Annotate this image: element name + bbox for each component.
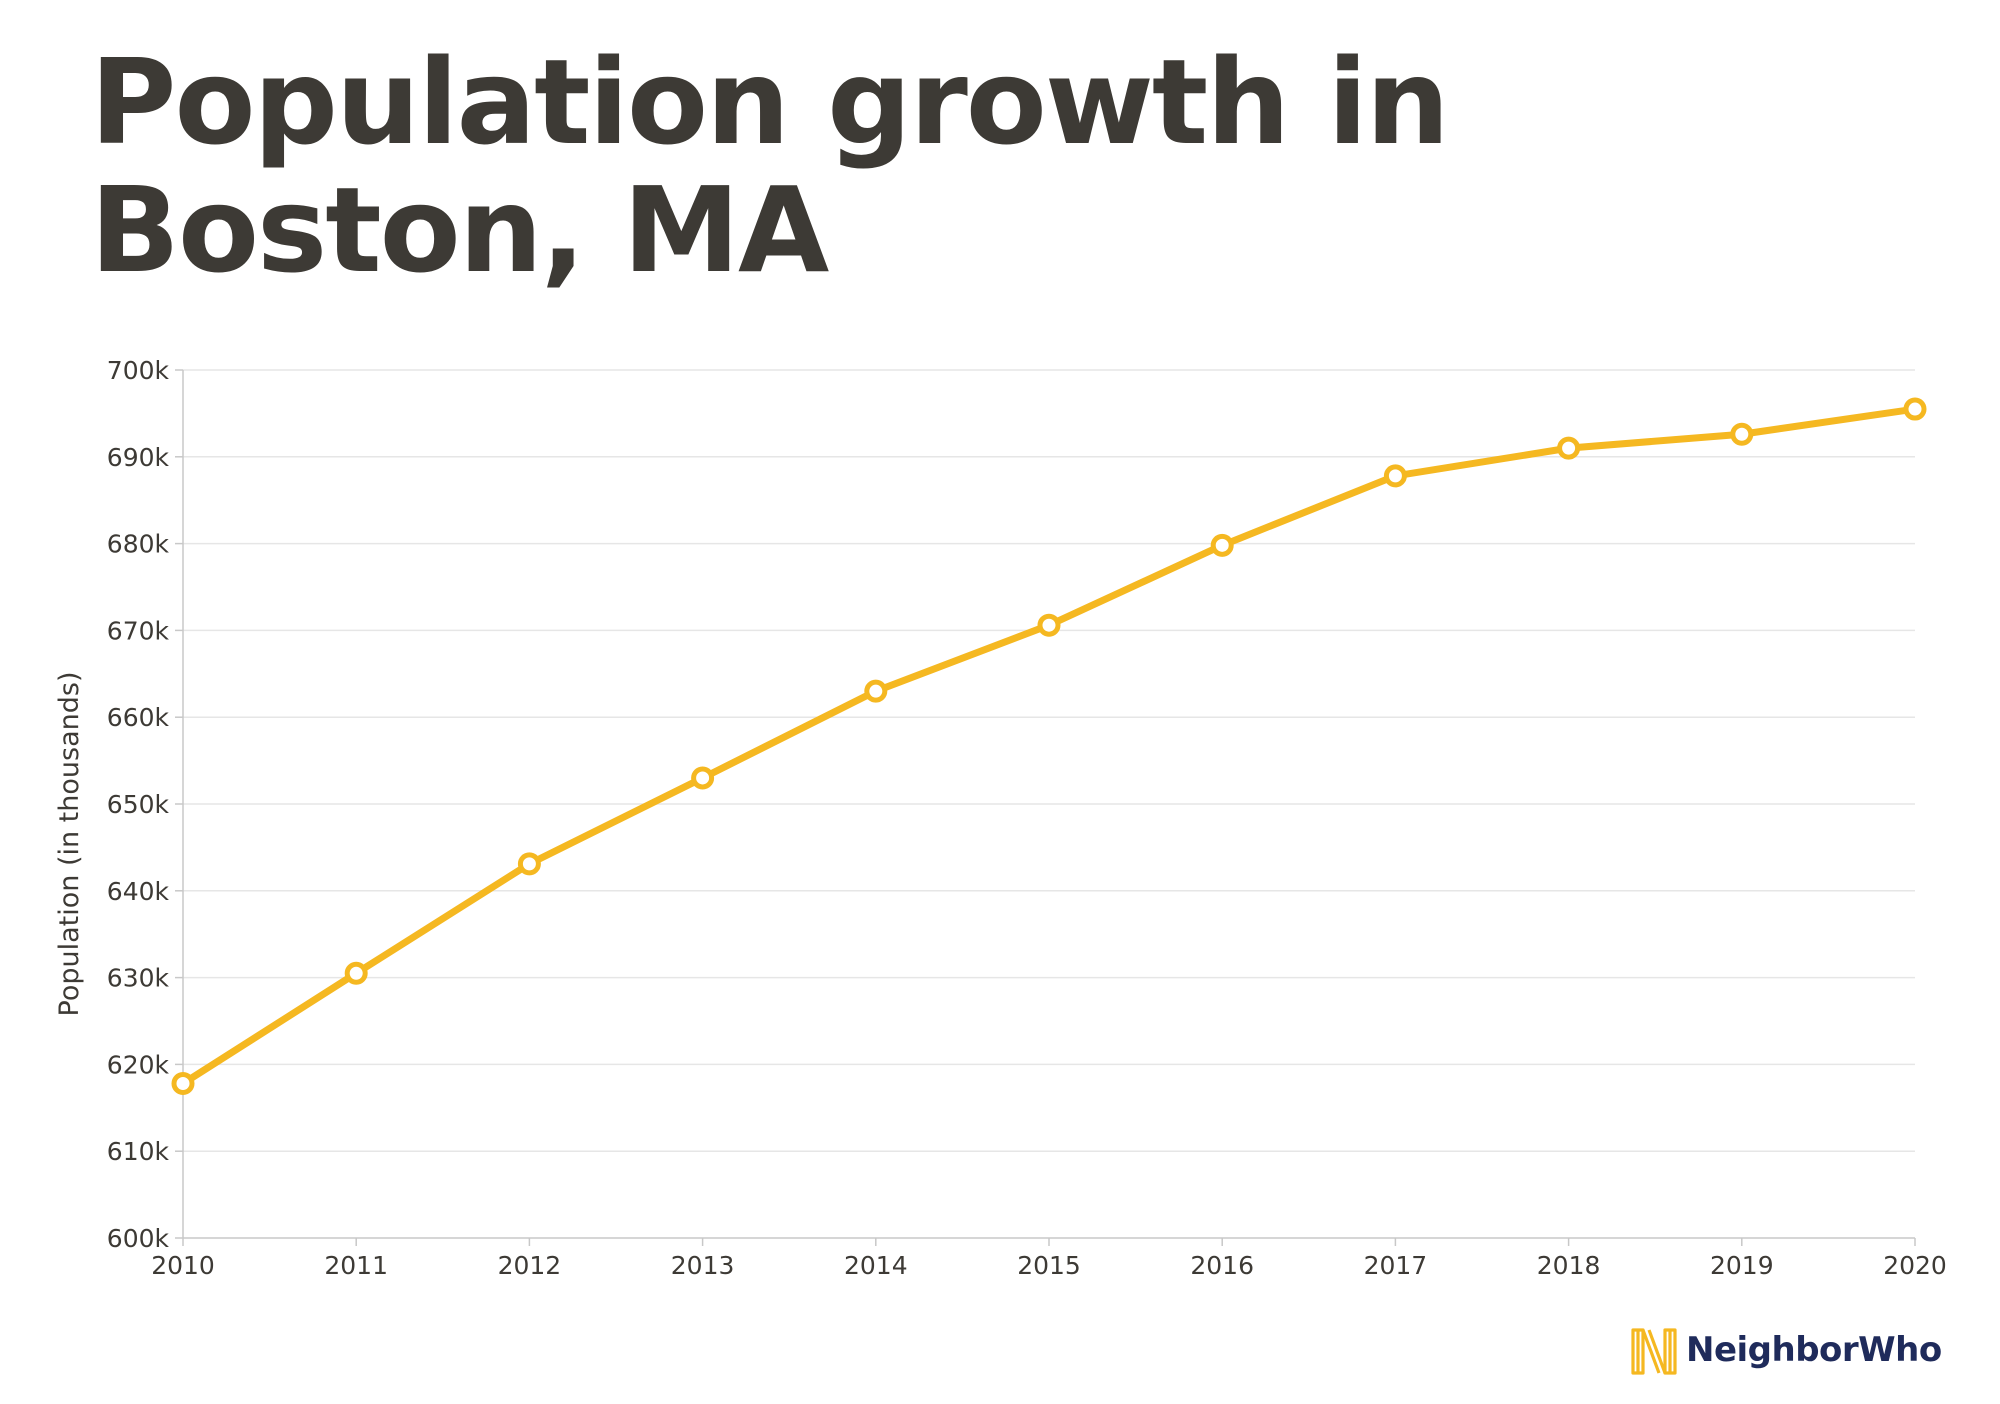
grid-lines [183,369,1915,1152]
chart-title-line-2: Boston, MA [90,161,829,299]
chart-title-line-1: Population growth in [90,33,1450,171]
brand-logo: NeighborWho [1630,1322,1942,1378]
y-tick-label-670: 670k [107,616,170,645]
x-tick-label-2020: 2020 [1883,1251,1947,1280]
x-tick-label-2018: 2018 [1537,1251,1601,1280]
y-tick-label-610: 610k [107,1137,170,1166]
y-tick-label-690: 690k [107,443,170,472]
neighborwho-logo-icon [1631,1328,1677,1375]
y-tick-label-700: 700k [107,356,170,385]
series-line [179,405,1919,1087]
x-tick-label-2012: 2012 [498,1251,562,1280]
x-tick-label-2016: 2016 [1190,1251,1254,1280]
data-point-2012 [517,852,541,876]
x-tick-label-2013: 2013 [671,1251,735,1280]
y-tick-label-620: 620k [107,1050,170,1079]
data-point-2018 [1557,436,1581,460]
data-point-2020 [1903,397,1927,421]
y-tick-label-680: 680k [107,530,170,559]
x-tick-label-2010: 2010 [151,1251,215,1280]
y-tick-label-630: 630k [107,964,170,993]
y-axis-title: Population (in thousands) [54,672,85,1017]
brand-name: NeighborWho [1686,1330,1942,1370]
y-tick-label-600: 600k [107,1224,170,1253]
data-point-2016 [1210,533,1234,557]
series-population [171,397,1927,1095]
x-tick-label-2019: 2019 [1710,1251,1774,1280]
x-tick-label-2015: 2015 [1017,1251,1081,1280]
data-point-2015 [1037,613,1061,637]
data-point-2010 [171,1071,195,1095]
x-tick-label-2014: 2014 [844,1251,908,1280]
data-point-2017 [1383,464,1407,488]
y-tick-label-650: 650k [107,790,170,819]
chart-title: Population growth in Boston, MA [90,38,1590,294]
y-tick-label-640: 640k [107,877,170,906]
data-point-2013 [691,766,715,790]
x-tick-label-2017: 2017 [1364,1251,1428,1280]
x-tick-label-2011: 2011 [324,1251,388,1280]
y-tick-label-660: 660k [107,703,170,732]
tick-labels: 600k 610k 620k 630k 640k 650k 660k 670k 680k 690k… [107,356,1947,1280]
line-chart: 600k 610k 620k 630k 640k 650k 660k 670k 680k 690k… [54,356,1947,1280]
data-point-2011 [344,961,368,985]
data-point-2019 [1730,422,1754,446]
data-point-2014 [864,679,888,703]
axes [175,369,1916,1246]
